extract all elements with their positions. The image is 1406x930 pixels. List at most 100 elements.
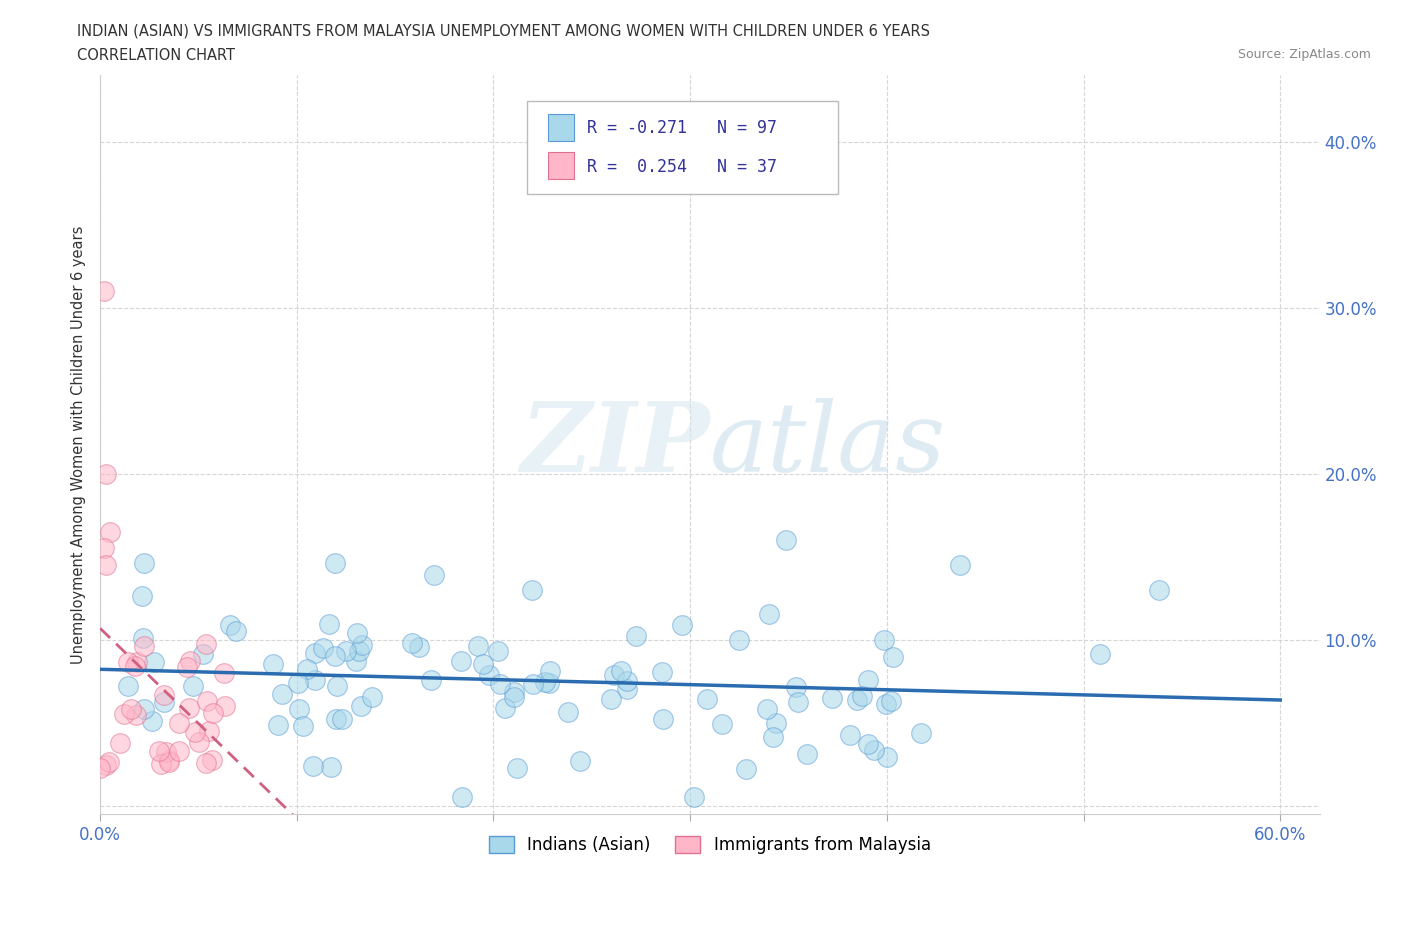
FancyBboxPatch shape [527,101,838,193]
Point [288,702,311,717]
Text: CORRELATION CHART: CORRELATION CHART [77,48,235,63]
Point [267,717,290,732]
Point [488,677,510,692]
Point [132,639,155,654]
Point [603,667,626,682]
Point [93,541,115,556]
Point [142,655,165,670]
Point [94,466,117,481]
Point [734,762,756,777]
Point [610,663,633,678]
Point [184,724,207,739]
Point [557,705,579,720]
Point [125,654,148,669]
Point [304,672,326,687]
Point [875,697,897,711]
Point [195,755,218,770]
Point [287,675,309,690]
Point [949,557,972,572]
Point [312,641,335,656]
Text: R =  0.254   N = 37: R = 0.254 N = 37 [586,158,776,176]
Point [360,690,382,705]
Point [624,629,647,644]
Point [94,557,117,572]
Point [671,618,693,632]
Point [344,654,367,669]
Point [423,567,446,582]
Point [131,589,153,604]
Point [197,724,219,738]
Point [97,755,120,770]
Point [304,645,326,660]
Point [188,735,211,750]
Point [785,680,807,695]
Point [152,695,174,710]
Point [301,759,323,774]
Bar [548,152,575,179]
Point [651,665,673,680]
Point [856,672,879,687]
Point [347,644,370,658]
Point [872,632,894,647]
Point [132,631,155,645]
Point [155,744,177,759]
Point [169,715,191,730]
Point [262,657,284,671]
Point [98,525,121,539]
Point [503,684,526,699]
Text: ZIP: ZIP [520,398,710,492]
Point [132,555,155,570]
Point [117,655,139,670]
Point [502,689,524,704]
Point [214,698,236,713]
Point [775,533,797,548]
Point [1088,646,1111,661]
Point [616,682,638,697]
Point [195,694,218,709]
Point [212,665,235,680]
Point [132,702,155,717]
Point [755,702,778,717]
Point [472,657,495,671]
Point [711,716,734,731]
Point [467,638,489,653]
Point [856,737,879,751]
Point [89,761,111,776]
Point [486,644,509,658]
Point [533,674,555,689]
Point [152,687,174,702]
Point [150,757,173,772]
Point [295,662,318,677]
Point [683,790,706,804]
Point [335,644,357,658]
Point [758,606,780,621]
Point [838,728,860,743]
Point [851,688,873,703]
Point [882,650,904,665]
Point [148,743,170,758]
Point [108,736,131,751]
Point [505,761,527,776]
Point [323,555,346,570]
Point [796,747,818,762]
Point [568,753,591,768]
Point [319,759,342,774]
Bar [548,114,575,141]
Point [879,694,901,709]
Text: atlas: atlas [710,398,946,492]
Point [93,284,115,299]
Point [124,658,146,673]
Point [167,744,190,759]
Point [120,701,142,716]
Point [201,752,224,767]
Point [478,668,501,683]
Point [330,712,353,727]
Point [141,713,163,728]
Point [325,711,347,726]
Point [157,752,180,767]
Point [600,691,623,706]
Point [450,653,472,668]
Point [863,743,886,758]
Point [191,647,214,662]
Point [326,679,349,694]
